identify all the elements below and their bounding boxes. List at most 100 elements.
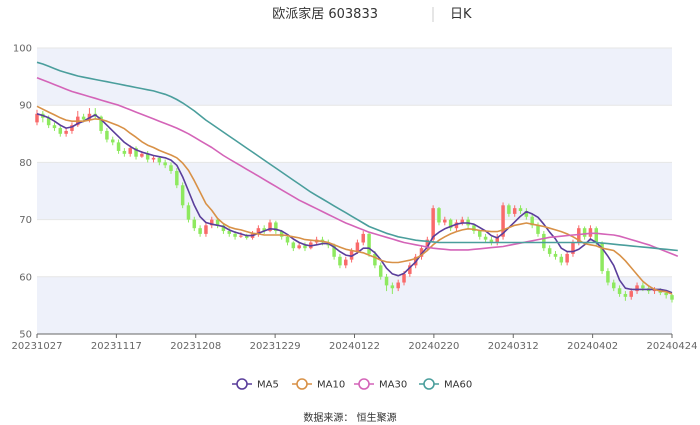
candle-body (210, 219, 214, 226)
candle-body (128, 148, 132, 154)
candle-body (507, 205, 511, 214)
x-tick-label: 20231027 (12, 341, 63, 352)
candle-body (145, 153, 150, 160)
candle-body (175, 170, 179, 186)
ma-line-ma60 (36, 61, 678, 252)
candle-body (454, 222, 459, 229)
legend-item-ma30[interactable]: MA30 (354, 378, 407, 391)
candle-body (186, 205, 191, 220)
candle-body (355, 242, 360, 252)
x-tick-label: 20240424 (647, 341, 698, 352)
band-0 (37, 276, 672, 334)
candle-body (81, 116, 86, 120)
y-tick-label: 70 (19, 215, 32, 226)
y-tick-label: 60 (19, 272, 32, 283)
x-tick-label: 20240122 (329, 341, 380, 352)
legend-label: MA5 (257, 380, 279, 391)
background-bands (37, 48, 672, 334)
candle-body (606, 271, 610, 283)
candle-body (629, 291, 633, 297)
candle-body (611, 282, 616, 289)
candle-body (553, 253, 558, 257)
candle-body (594, 228, 599, 243)
candle-body (151, 157, 156, 160)
candle-body (460, 219, 465, 223)
candle-body (198, 228, 202, 234)
candle-body (518, 208, 523, 212)
legend-marker (358, 378, 370, 390)
candle-body (180, 185, 185, 206)
candle-body (501, 205, 505, 237)
candle-body (384, 276, 389, 286)
y-tick-label: 100 (13, 44, 32, 55)
candle-body (268, 222, 272, 232)
candle-body (559, 256, 564, 263)
candle-body (239, 235, 243, 237)
candle-body (274, 222, 278, 232)
candle-body (204, 225, 208, 234)
candle-body (233, 233, 237, 237)
candle-body (617, 288, 622, 294)
moving-average-lines (36, 61, 679, 295)
legend-label: MA60 (444, 380, 472, 391)
candle-body (483, 236, 488, 240)
legend-label: MA30 (379, 380, 407, 391)
band-4 (37, 48, 672, 106)
candle-body (547, 248, 552, 254)
candle-body (641, 285, 645, 289)
x-tick-label: 20240220 (408, 341, 459, 352)
candle-body (530, 216, 534, 226)
candlesticks (35, 108, 674, 303)
y-tick-label: 90 (19, 101, 32, 112)
ma-line-ma30 (36, 76, 679, 257)
candle-body (472, 225, 476, 232)
candle-body (489, 239, 494, 243)
candle-body (425, 239, 430, 249)
candle-body (652, 289, 657, 292)
legend-item-ma10[interactable]: MA10 (292, 378, 345, 391)
candle-body (46, 117, 51, 126)
candle-body (338, 256, 342, 266)
x-tick-label: 20231117 (91, 341, 142, 352)
candle-body (140, 153, 144, 157)
candle-body (378, 265, 383, 277)
candle-body (169, 165, 173, 171)
candle-body (87, 113, 92, 120)
y-axis-ticks: 50 60 70 80 90 100 (13, 44, 32, 341)
candle-body (291, 242, 296, 249)
candle-body (244, 235, 249, 238)
candle-body (70, 125, 74, 131)
legend[interactable]: MA5 MA10 MA30 MA60 (232, 378, 472, 391)
candle-body (367, 233, 371, 254)
candle-body (582, 228, 587, 237)
candle-body (443, 219, 447, 223)
legend-item-ma5[interactable]: MA5 (232, 378, 279, 391)
candle-body (373, 253, 377, 266)
candle-body (227, 231, 231, 234)
candle-body (402, 273, 406, 283)
legend-marker (296, 378, 308, 390)
legend-item-ma60[interactable]: MA60 (419, 378, 472, 391)
candle-body (390, 285, 395, 289)
candle-body (577, 228, 581, 243)
candle-body (571, 242, 575, 254)
candle-body (157, 157, 162, 163)
candle-body (58, 128, 63, 134)
candle-body (536, 225, 540, 234)
candle-body (303, 245, 307, 249)
candle-body (437, 208, 441, 223)
candle-body (279, 231, 284, 237)
y-tick-label: 50 (19, 330, 32, 341)
candle-body (542, 233, 546, 249)
candle-body (448, 219, 453, 229)
candle-body (600, 242, 604, 272)
candle-body (110, 139, 115, 143)
candle-body (512, 208, 517, 214)
data-source: 数据来源： 恒生聚源 (303, 411, 396, 424)
candle-body (116, 142, 121, 151)
band-2 (37, 162, 672, 220)
candle-body (396, 282, 400, 289)
candle-body (664, 292, 668, 296)
candle-body (495, 236, 499, 243)
